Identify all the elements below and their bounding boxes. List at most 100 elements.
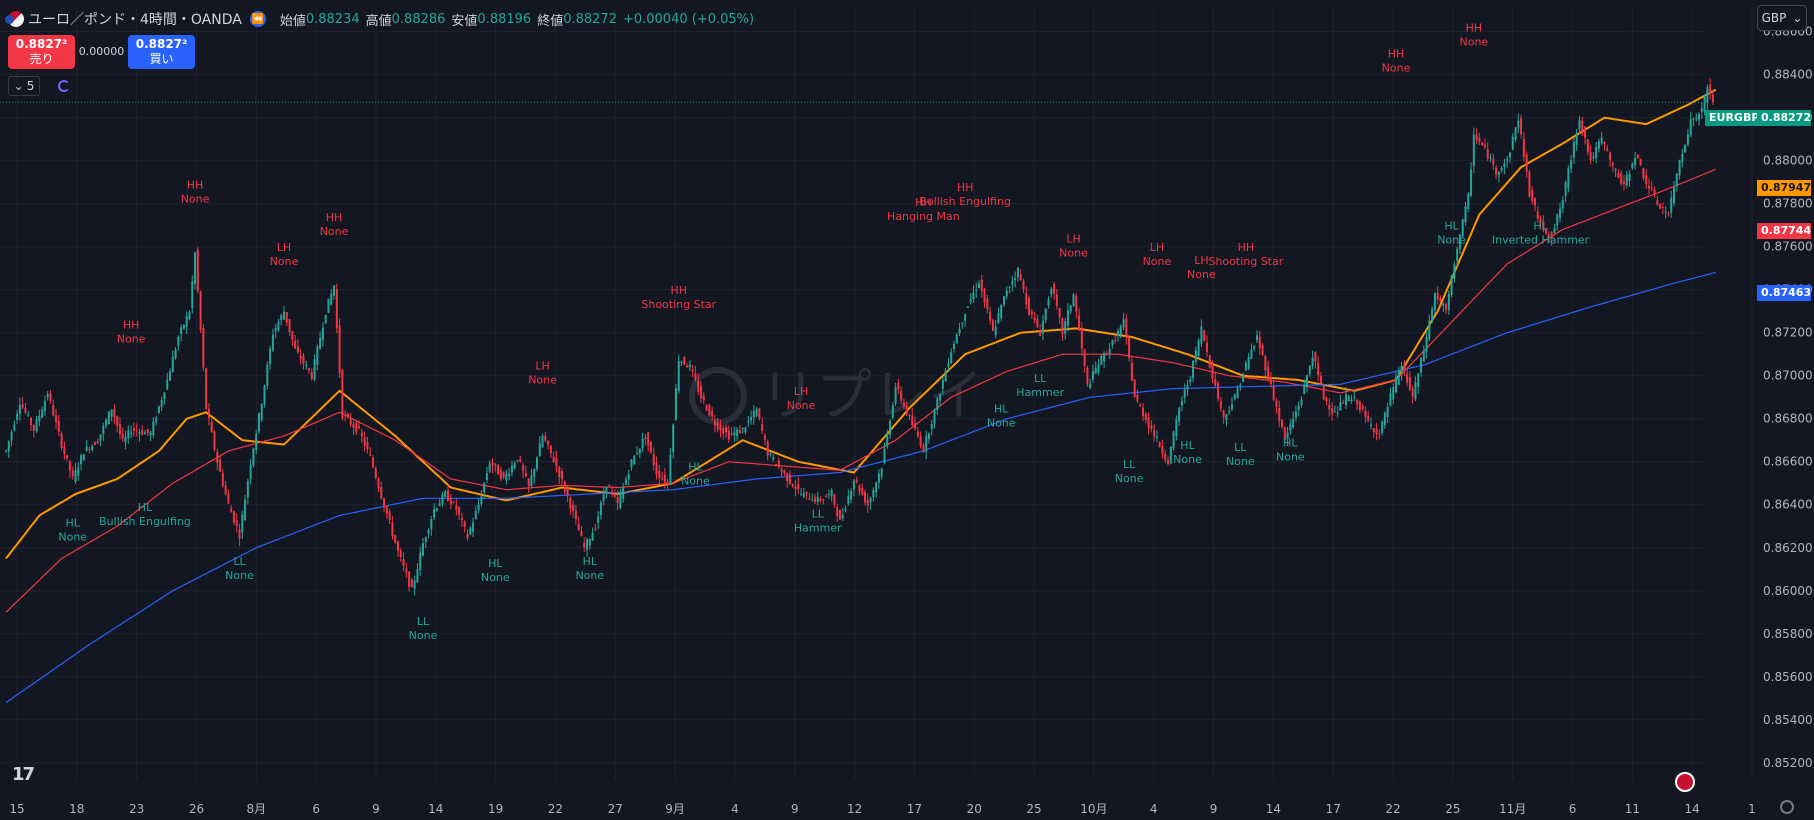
candle-body bbox=[955, 334, 958, 344]
candle-body bbox=[522, 465, 525, 471]
candle-body bbox=[647, 432, 650, 446]
buy-button[interactable]: 0.8827² 買い bbox=[128, 35, 195, 69]
candle-body bbox=[1347, 396, 1350, 401]
candle-body bbox=[969, 299, 972, 302]
candle-body bbox=[260, 404, 263, 420]
candle-body bbox=[1681, 153, 1684, 163]
candle-body bbox=[561, 470, 563, 480]
candle-body bbox=[1534, 198, 1536, 206]
candle-body bbox=[680, 361, 683, 363]
candle-body bbox=[916, 431, 919, 437]
candle-body bbox=[216, 451, 219, 463]
candle-body bbox=[321, 327, 324, 340]
candle-body bbox=[1130, 363, 1133, 381]
candle-body bbox=[1595, 147, 1598, 159]
candle-body bbox=[1550, 232, 1553, 239]
candle-body bbox=[1667, 213, 1670, 215]
swing-label: None bbox=[987, 416, 1016, 429]
candle-body bbox=[449, 498, 452, 505]
x-tick-label: 4 bbox=[1150, 802, 1158, 816]
candle-body bbox=[41, 409, 44, 418]
high-value: 0.88286 bbox=[391, 11, 446, 27]
candle-body bbox=[869, 498, 872, 503]
currency-button[interactable]: GBP ⌄ bbox=[1757, 5, 1807, 31]
candle-body bbox=[1511, 136, 1514, 150]
tradingview-logo-icon[interactable]: 17 bbox=[12, 764, 35, 785]
candle-body bbox=[277, 321, 280, 331]
sell-button[interactable]: 0.8827² 売り bbox=[8, 35, 75, 69]
x-tick-label: 11月 bbox=[1499, 802, 1526, 816]
candle-body bbox=[855, 479, 858, 483]
candle-body bbox=[1225, 414, 1228, 420]
candle-body bbox=[38, 415, 41, 422]
swing-label: None bbox=[1143, 255, 1172, 268]
candle-body bbox=[1264, 356, 1267, 371]
spread-value: 0.00000 bbox=[78, 45, 125, 58]
candle-body bbox=[925, 436, 928, 452]
candle-body bbox=[1547, 234, 1550, 236]
candle-body bbox=[1158, 442, 1161, 447]
candle-body bbox=[1055, 294, 1058, 307]
candle-body bbox=[324, 314, 327, 323]
candle-body bbox=[491, 461, 494, 466]
candle-body bbox=[1281, 419, 1284, 428]
candle-body bbox=[391, 522, 394, 536]
candle-body bbox=[1208, 355, 1211, 368]
candlesticks bbox=[5, 78, 1714, 596]
replay-rewind-icon[interactable]: ⏪ bbox=[249, 11, 266, 27]
swing-label: HH bbox=[1466, 22, 1483, 35]
candle-body bbox=[85, 446, 88, 451]
swing-label: LH bbox=[1194, 254, 1208, 267]
candle-body bbox=[469, 528, 472, 535]
candle-body bbox=[527, 478, 530, 487]
price-axis[interactable]: 0.886000.884000.882000.880000.878000.876… bbox=[1763, 25, 1813, 770]
swing-label: HL bbox=[688, 460, 703, 473]
candle-body bbox=[658, 470, 661, 479]
candle-body bbox=[577, 523, 580, 531]
candle-body bbox=[1086, 367, 1089, 385]
candle-body bbox=[802, 493, 805, 498]
candle-body bbox=[930, 423, 933, 430]
candle-body bbox=[7, 441, 10, 452]
candle-body bbox=[327, 298, 330, 313]
candle-body bbox=[1372, 428, 1375, 433]
candle-body bbox=[68, 461, 71, 471]
candle-body bbox=[1650, 188, 1653, 190]
candle-body bbox=[922, 445, 925, 452]
swing-label: None bbox=[320, 225, 349, 238]
candle-body bbox=[485, 473, 488, 481]
candle-body bbox=[1353, 396, 1356, 398]
candle-body bbox=[1083, 349, 1086, 366]
candle-body bbox=[1250, 349, 1253, 359]
candle-body bbox=[166, 379, 169, 390]
candle-body bbox=[430, 519, 433, 530]
candle-body bbox=[544, 436, 547, 441]
time-axis[interactable]: 15 18 23 26 8月 6 9 14 19 22 27 9月 4 9 12 17 20 25 10月 4 9 14 1… bbox=[9, 802, 1755, 816]
candle-body bbox=[652, 454, 655, 466]
x-tick-label: 14 bbox=[428, 802, 443, 816]
candle-body bbox=[1233, 394, 1236, 400]
open-label: 始値 bbox=[279, 13, 306, 29]
indicators-toggle[interactable]: ⌄ 5 bbox=[8, 76, 40, 96]
candle-body bbox=[1036, 319, 1039, 328]
candle-body bbox=[908, 414, 911, 416]
candle-body bbox=[333, 285, 336, 296]
candle-body bbox=[1508, 152, 1511, 158]
candle-body bbox=[413, 580, 416, 589]
swing-label: HL bbox=[1444, 219, 1459, 232]
uk-flag-icon[interactable] bbox=[1675, 772, 1695, 792]
symbol-title[interactable]: ユーロ／ポンド・4時間・OANDA bbox=[28, 12, 242, 28]
candle-body bbox=[538, 443, 541, 457]
swing-label: HL bbox=[1533, 219, 1548, 232]
candle-body bbox=[872, 490, 875, 498]
candle-body bbox=[758, 408, 761, 419]
settings-icon[interactable] bbox=[1780, 800, 1794, 814]
candle-body bbox=[1486, 149, 1489, 160]
candle-body bbox=[171, 356, 174, 373]
candle-body bbox=[1294, 411, 1297, 418]
candle-body bbox=[713, 420, 716, 426]
candle-body bbox=[1422, 350, 1425, 362]
candle-body bbox=[1570, 159, 1573, 169]
candle-body bbox=[1425, 337, 1428, 353]
